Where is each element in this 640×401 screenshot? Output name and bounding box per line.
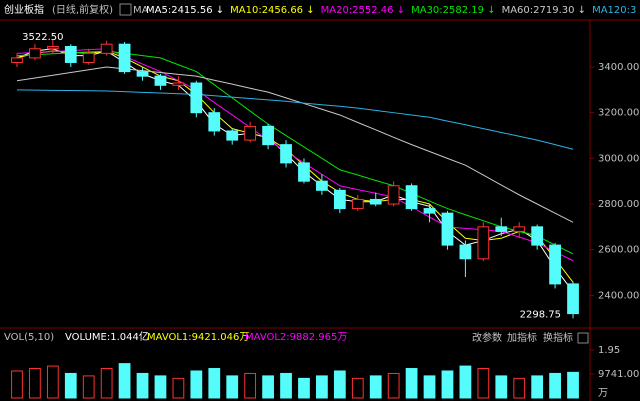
candle-body xyxy=(423,208,436,214)
candle-body xyxy=(118,43,131,73)
volume-bar xyxy=(172,377,185,399)
vol-header: VOL(5,10) xyxy=(4,332,54,343)
close-box[interactable] xyxy=(577,332,589,344)
candle-body xyxy=(567,283,579,315)
y-tick-label: 2800.00 xyxy=(598,199,639,210)
vol-tick-label: 1.95 xyxy=(598,345,620,356)
ma-value: MA20:2552.46 ↓ xyxy=(321,5,405,16)
ma-line xyxy=(16,89,574,150)
button[interactable]: 加指标 xyxy=(507,331,537,344)
volume-bar xyxy=(262,375,274,399)
vol-header: MAVOL2:9882.965万 xyxy=(245,332,347,343)
vol-header: MAVOL1:9421.046万 xyxy=(147,332,249,343)
title: 创业板指 xyxy=(4,3,44,16)
ma-value: MA5:2415.56 ↓ xyxy=(146,5,224,16)
volume-bar xyxy=(298,377,310,399)
y-tick-label: 2600.00 xyxy=(598,245,639,256)
candle-body xyxy=(351,198,364,210)
volume-bar xyxy=(118,363,131,399)
candle-body xyxy=(495,226,508,232)
candle-body xyxy=(190,82,203,114)
ma-label: MA xyxy=(133,5,149,16)
volume-bar xyxy=(280,372,292,399)
vol-unit: 万 xyxy=(598,388,608,399)
volume-bar xyxy=(549,372,561,399)
candle-body xyxy=(280,144,292,164)
y-tick-label: 3000.00 xyxy=(598,153,639,164)
ma-line xyxy=(16,66,574,223)
volume-bar xyxy=(405,368,418,399)
button[interactable]: 换指标 xyxy=(543,331,573,344)
volume-bar xyxy=(136,372,149,399)
mode: (日线,前复权) xyxy=(52,3,113,16)
ma-value: MA10:2456.66 ↓ xyxy=(230,5,314,16)
volume-bar xyxy=(351,377,364,399)
candle-body xyxy=(100,43,113,54)
volume-bar xyxy=(316,375,328,399)
y-tick-label: 3400.00 xyxy=(598,62,639,73)
ma-value: MA60:2719.30 ↓ xyxy=(502,5,586,16)
candle-body xyxy=(298,162,310,182)
volume-bar xyxy=(190,370,203,399)
candle-body xyxy=(531,226,544,246)
candle-body xyxy=(82,52,95,63)
high-label: 3522.50 xyxy=(22,32,63,43)
candle-body xyxy=(459,244,472,260)
volume-bar xyxy=(333,370,346,399)
y-tick-label: 3200.00 xyxy=(598,108,639,119)
volume-bar xyxy=(226,375,239,399)
volume-bar xyxy=(46,365,59,399)
low-label: 2298.75 xyxy=(520,309,561,320)
candle-body xyxy=(316,180,328,191)
toggle-box[interactable] xyxy=(119,3,132,16)
candle-body xyxy=(441,212,454,246)
candle-body xyxy=(369,198,382,205)
volume-bar xyxy=(154,375,167,399)
vol-header: VOLUME:1.044亿 xyxy=(65,330,149,343)
candle-body xyxy=(226,130,239,141)
candle-body xyxy=(262,125,274,146)
candle-body xyxy=(154,75,167,86)
volume-bar xyxy=(513,377,526,399)
vol-tick-label: 9741.00 xyxy=(598,369,639,380)
candle-body xyxy=(172,82,185,86)
candle-body xyxy=(333,189,346,210)
candle-body xyxy=(477,226,490,260)
volume-bar xyxy=(441,370,454,399)
ma-value: MA30:2582.19 ↓ xyxy=(411,5,495,16)
volume-bar xyxy=(208,368,221,399)
volume-bar xyxy=(459,365,472,399)
volume-bar xyxy=(495,375,508,399)
volume-bar xyxy=(387,372,400,399)
candle-body xyxy=(46,45,59,50)
candle-body xyxy=(405,185,418,210)
volume-bar xyxy=(477,368,490,399)
candle-body xyxy=(64,45,77,63)
volume-bar xyxy=(244,372,257,399)
volume-bar xyxy=(64,372,77,399)
candle-body xyxy=(244,125,257,141)
volume-bar xyxy=(531,375,544,399)
candle-body xyxy=(136,71,149,77)
ma-value: MA120:3 xyxy=(592,5,636,16)
candle-body xyxy=(549,244,561,285)
candle-body xyxy=(208,112,221,132)
button[interactable]: 改参数 xyxy=(472,331,502,344)
candle-body xyxy=(387,185,400,205)
candle-body xyxy=(11,57,23,63)
volume-bar xyxy=(100,368,113,399)
volume-bar xyxy=(82,375,95,399)
volume-bar xyxy=(567,371,579,399)
candle-body xyxy=(513,226,526,232)
volume-bar xyxy=(369,375,382,399)
volume-bar xyxy=(11,370,23,399)
y-tick-label: 2400.00 xyxy=(598,290,639,301)
volume-bar xyxy=(423,375,436,399)
candle-body xyxy=(29,48,41,59)
volume-bar xyxy=(29,368,41,399)
